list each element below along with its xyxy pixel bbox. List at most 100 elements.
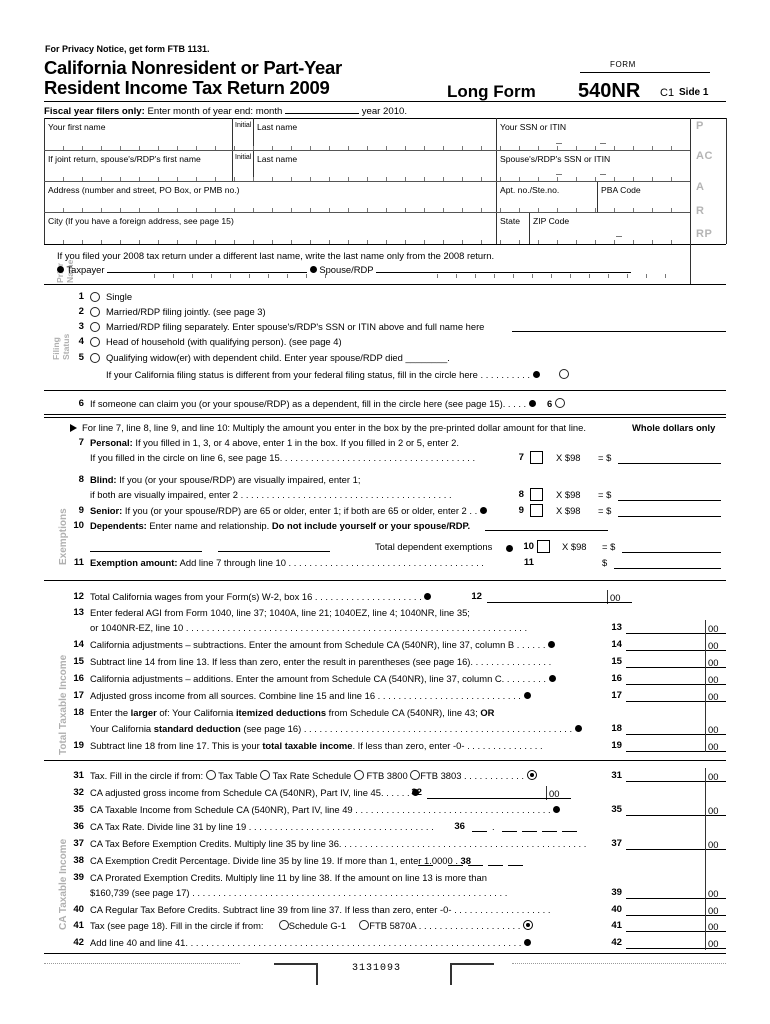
line-14-cents-rule	[705, 650, 726, 651]
line-10-amount-input[interactable]	[622, 552, 721, 553]
line-41-amount-input[interactable]	[626, 931, 705, 932]
line-31-radio-tax-table[interactable]	[205, 770, 216, 780]
line-31-number: 31	[73, 770, 84, 781]
line-36-digit-2[interactable]	[502, 831, 517, 832]
line-14-amount-input[interactable]	[626, 650, 705, 651]
line-31-amount-input[interactable]	[626, 781, 705, 782]
line-38-digit-3[interactable]	[468, 865, 483, 866]
filing-status-option-3[interactable]: Married/RDP filing separately. Enter spo…	[106, 321, 485, 332]
filing-status-3-name-input[interactable]	[512, 331, 726, 332]
line-7-text2: If you filled in the circle on line 6, s…	[90, 452, 283, 463]
line-36-digit-3[interactable]	[522, 831, 537, 832]
line-11-amount-input[interactable]	[614, 568, 721, 569]
filing-status-option-2[interactable]: Married/RDP filing jointly. (see page 3)	[106, 306, 266, 317]
line-8-marker: 8	[518, 489, 524, 500]
line-40-row: CA Regular Tax Before Credits. Subtract …	[90, 904, 550, 915]
leader-dots-39: . . . . . . . . . . . . . . . . . . . . …	[189, 887, 508, 898]
filing-status-radio-3[interactable]	[90, 322, 100, 332]
line-13-amount-input[interactable]	[626, 633, 705, 634]
line-12-amount-input[interactable]	[487, 602, 607, 603]
line-12-bullet-icon	[424, 593, 432, 600]
line-8-amount-input[interactable]	[618, 500, 721, 501]
leader-dots-18: . . . . . . . . . . . . . . . . . . . . …	[301, 723, 573, 734]
line-42-text: Add line 40 and line 41.	[90, 937, 188, 948]
spouse-prior-name-input[interactable]	[375, 272, 631, 273]
line-10-marker: 10	[523, 541, 534, 552]
margin-code-rp: RP	[696, 228, 713, 240]
line-38-digit-2[interactable]	[448, 865, 463, 866]
line-8-count-box[interactable]	[530, 488, 543, 501]
label-address: Address (number and street, PO Box, or P…	[48, 185, 240, 195]
line-35-cents-rule	[705, 815, 726, 816]
line-18-amount-input[interactable]	[626, 734, 705, 735]
line-8-row1: Blind: If you (or your spouse/RDP) are v…	[90, 474, 360, 485]
line-10-dependent-name-3[interactable]	[218, 551, 330, 552]
line-36-text: CA Tax Rate. Divide line 31 by line 19	[90, 821, 247, 832]
line-35-text: CA Taxable Income from Schedule CA (540N…	[90, 804, 353, 815]
line-31-radio-ftb-3803[interactable]	[410, 770, 421, 780]
line-7-amount-input[interactable]	[618, 463, 721, 464]
line-38-digit-4[interactable]	[488, 865, 503, 866]
line-15-amount-input[interactable]	[626, 667, 705, 668]
line-41-radio-ftb-5870a[interactable]	[359, 920, 370, 930]
filing-status-radio-2[interactable]	[90, 307, 100, 317]
line-9-count-box[interactable]	[530, 504, 543, 517]
line-36-marker: 36	[454, 821, 465, 832]
taxpayer-prior-name-input[interactable]	[107, 272, 308, 273]
arrow-icon	[70, 424, 77, 432]
title-underline	[44, 101, 726, 102]
leader-dots-15: . . . . . . . . . . . . . . .	[473, 656, 552, 667]
fiscal-year: year 2010.	[361, 106, 408, 117]
line-31-radio-ftb-3800[interactable]	[353, 770, 364, 780]
line-6-radio[interactable]	[554, 398, 565, 408]
line-38-digit-1[interactable]	[418, 865, 433, 866]
total-dependent-label: Total dependent exemptions	[375, 541, 493, 552]
line-36-digit-1[interactable]	[472, 831, 487, 832]
line-13-number: 13	[73, 607, 84, 618]
line-36-digit-4[interactable]	[542, 831, 557, 832]
line-14-text: California adjustments – subtractions. E…	[90, 639, 515, 650]
line-41-marker: 41	[611, 920, 622, 931]
filing-status-option-1[interactable]: Single	[106, 291, 133, 302]
leader-dots-17: . . . . . . . . . . . . . . . . . . . . …	[375, 690, 521, 701]
filing-status-radio-4[interactable]	[90, 337, 100, 347]
total-taxable-income-bottom-rule	[44, 760, 726, 761]
line-9-bullet-icon	[479, 507, 487, 514]
line-31-radio-tax-rate-schedule[interactable]	[260, 770, 271, 780]
line-17-amount-input[interactable]	[626, 701, 705, 702]
crop-mark-left	[274, 963, 318, 985]
comb-ticks-row3	[44, 207, 690, 212]
line-10-dependent-name-2[interactable]	[90, 551, 202, 552]
line-40-number: 40	[73, 904, 84, 915]
line-19-amount-input[interactable]	[626, 751, 705, 752]
filing-status-radio-5[interactable]	[90, 353, 100, 363]
filing-status-option-4[interactable]: Head of household (with qualifying perso…	[106, 336, 342, 347]
line-39-amount-input[interactable]	[626, 898, 705, 899]
line-32-amount-input[interactable]	[427, 798, 546, 799]
line-35-amount-input[interactable]	[626, 815, 705, 816]
comb-ticks-row2	[44, 176, 690, 181]
line-16-amount-input[interactable]	[626, 684, 705, 685]
filing-status-option-5[interactable]: Qualifying widow(er) with dependent chil…	[106, 352, 450, 363]
fiscal-month-input[interactable]	[285, 113, 360, 114]
line-8-text: If you (or your spouse/RDP) are visually…	[119, 474, 361, 485]
line-9-amount-input[interactable]	[618, 516, 721, 517]
leader-dots-32: . . . . .	[383, 787, 410, 798]
line-36-decimal-point: .	[492, 821, 495, 832]
line-10-count-box[interactable]	[537, 540, 550, 553]
line-7-row1: Personal: If you filled in 1, 3, or 4 ab…	[90, 437, 459, 448]
line-40-amount-input[interactable]	[626, 915, 705, 916]
line-41-radio-schedule-g1[interactable]	[278, 920, 289, 930]
different-status-radio[interactable]	[558, 369, 569, 379]
line-37-amount-input[interactable]	[626, 849, 705, 850]
label-initial-2: Initial	[235, 154, 252, 161]
line-42-amount-input[interactable]	[626, 948, 705, 949]
line-38-digit-5[interactable]	[508, 865, 523, 866]
filing-status-radio-1[interactable]	[90, 292, 100, 302]
line-7-count-box[interactable]	[530, 451, 543, 464]
ca-taxable-income-label-text: CA Taxable Income	[58, 838, 69, 930]
line-10-bold2: Do not include yourself or your spouse/R…	[271, 520, 471, 531]
line-35-row: CA Taxable Income from Schedule CA (540N…	[90, 804, 561, 815]
line-10-dependent-name-input[interactable]	[485, 530, 608, 531]
line-36-digit-5[interactable]	[562, 831, 577, 832]
